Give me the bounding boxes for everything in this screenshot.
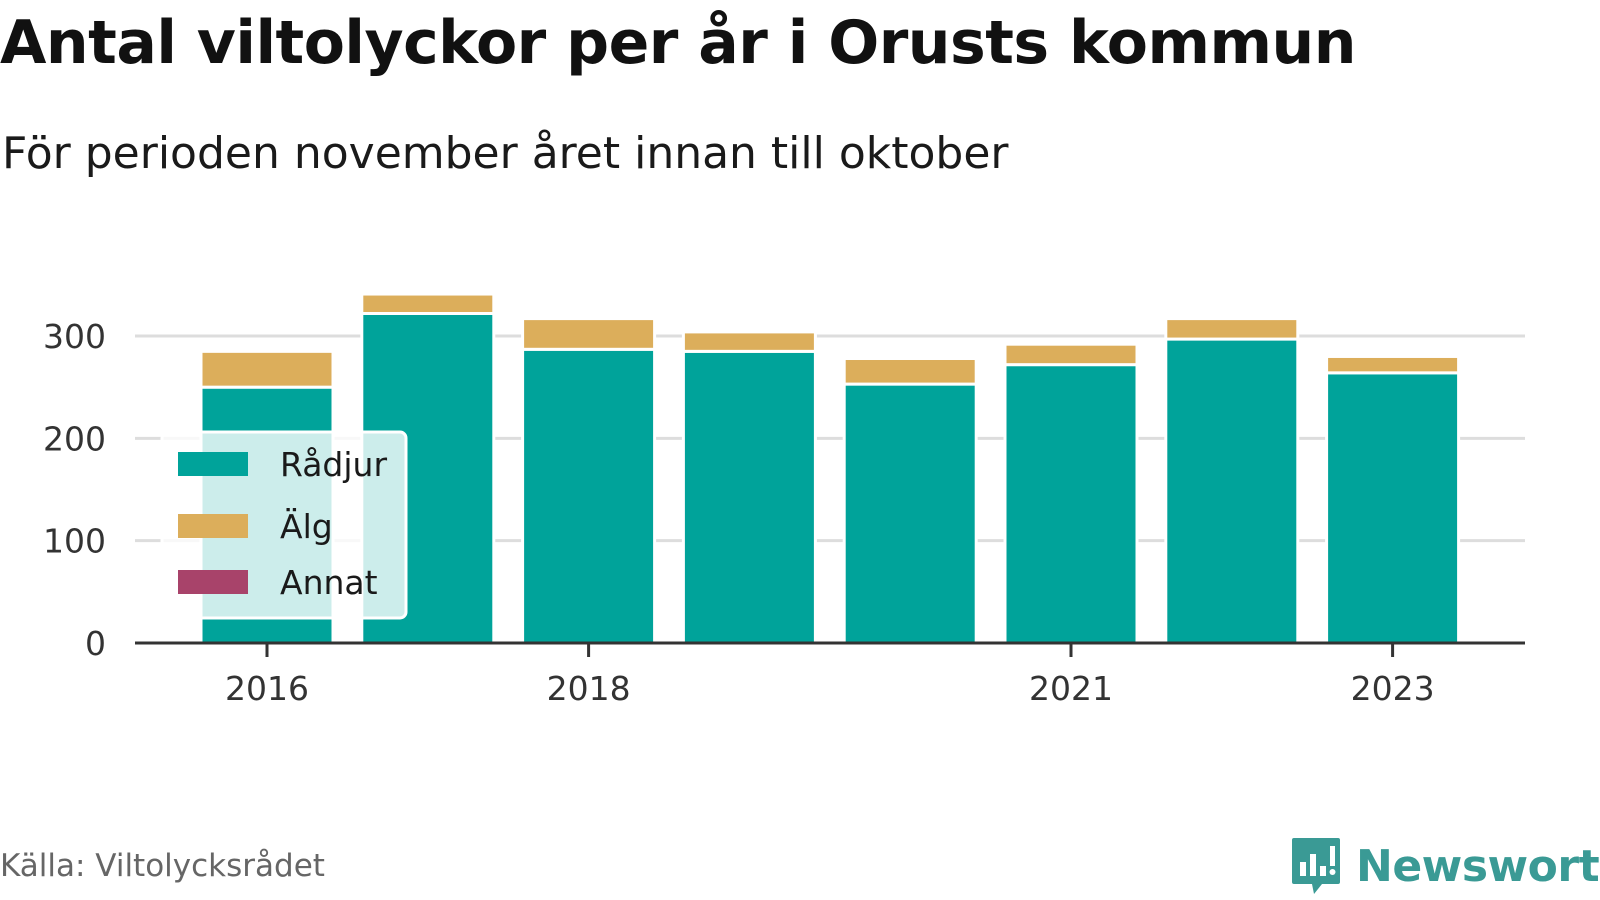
bar-älg-2018 xyxy=(521,317,657,351)
legend-label: Annat xyxy=(280,563,378,602)
chart-subtitle: För perioden november året innan till ok… xyxy=(2,128,1009,179)
y-tick-label: 200 xyxy=(43,419,106,458)
x-tick-label: 2023 xyxy=(1351,669,1435,708)
bar-rådjur-2020 xyxy=(842,382,978,645)
axes: 0 100 200 300 2016 2018 2021 2023 xyxy=(43,317,1525,708)
legend-label: Rådjur xyxy=(280,445,387,484)
legend-label: Älg xyxy=(280,507,333,546)
legend-swatch-älg xyxy=(178,514,248,538)
legend-swatch-annat xyxy=(178,570,248,594)
newsworthy-logo-icon xyxy=(1292,838,1340,894)
brand-name: Newsworthy xyxy=(1356,840,1600,892)
bar-älg-2019 xyxy=(681,330,817,353)
bar-rådjur-2021 xyxy=(1003,363,1139,645)
bar-älg-2020 xyxy=(842,357,978,386)
chart-title: Antal viltolyckor per år i Orusts kommun xyxy=(0,8,1357,78)
bar-rådjur-2018 xyxy=(521,347,657,645)
bar-älg-2023 xyxy=(1325,354,1461,375)
bar-rådjur-2022 xyxy=(1164,337,1300,645)
bar-älg-2017 xyxy=(360,292,496,315)
bar-älg-2022 xyxy=(1164,317,1300,341)
legend: Rådjur Älg Annat xyxy=(160,430,408,620)
x-tick-label: 2016 xyxy=(225,669,309,708)
source-note: Källa: Viltolycksrådet xyxy=(0,848,325,884)
brand-logo: Newsworthy xyxy=(1290,836,1600,896)
y-tick-label: 100 xyxy=(43,522,106,561)
y-tick-label: 0 xyxy=(85,624,106,663)
bar-älg-2021 xyxy=(1003,342,1139,367)
bar-rådjur-2019 xyxy=(681,349,817,645)
legend-swatch-rådjur xyxy=(178,452,248,476)
x-tick-label: 2021 xyxy=(1029,669,1113,708)
y-tick-label: 300 xyxy=(43,317,106,356)
bar-älg-2016 xyxy=(199,349,335,389)
bar-rådjur-2023 xyxy=(1325,371,1461,645)
x-tick-label: 2018 xyxy=(547,669,631,708)
